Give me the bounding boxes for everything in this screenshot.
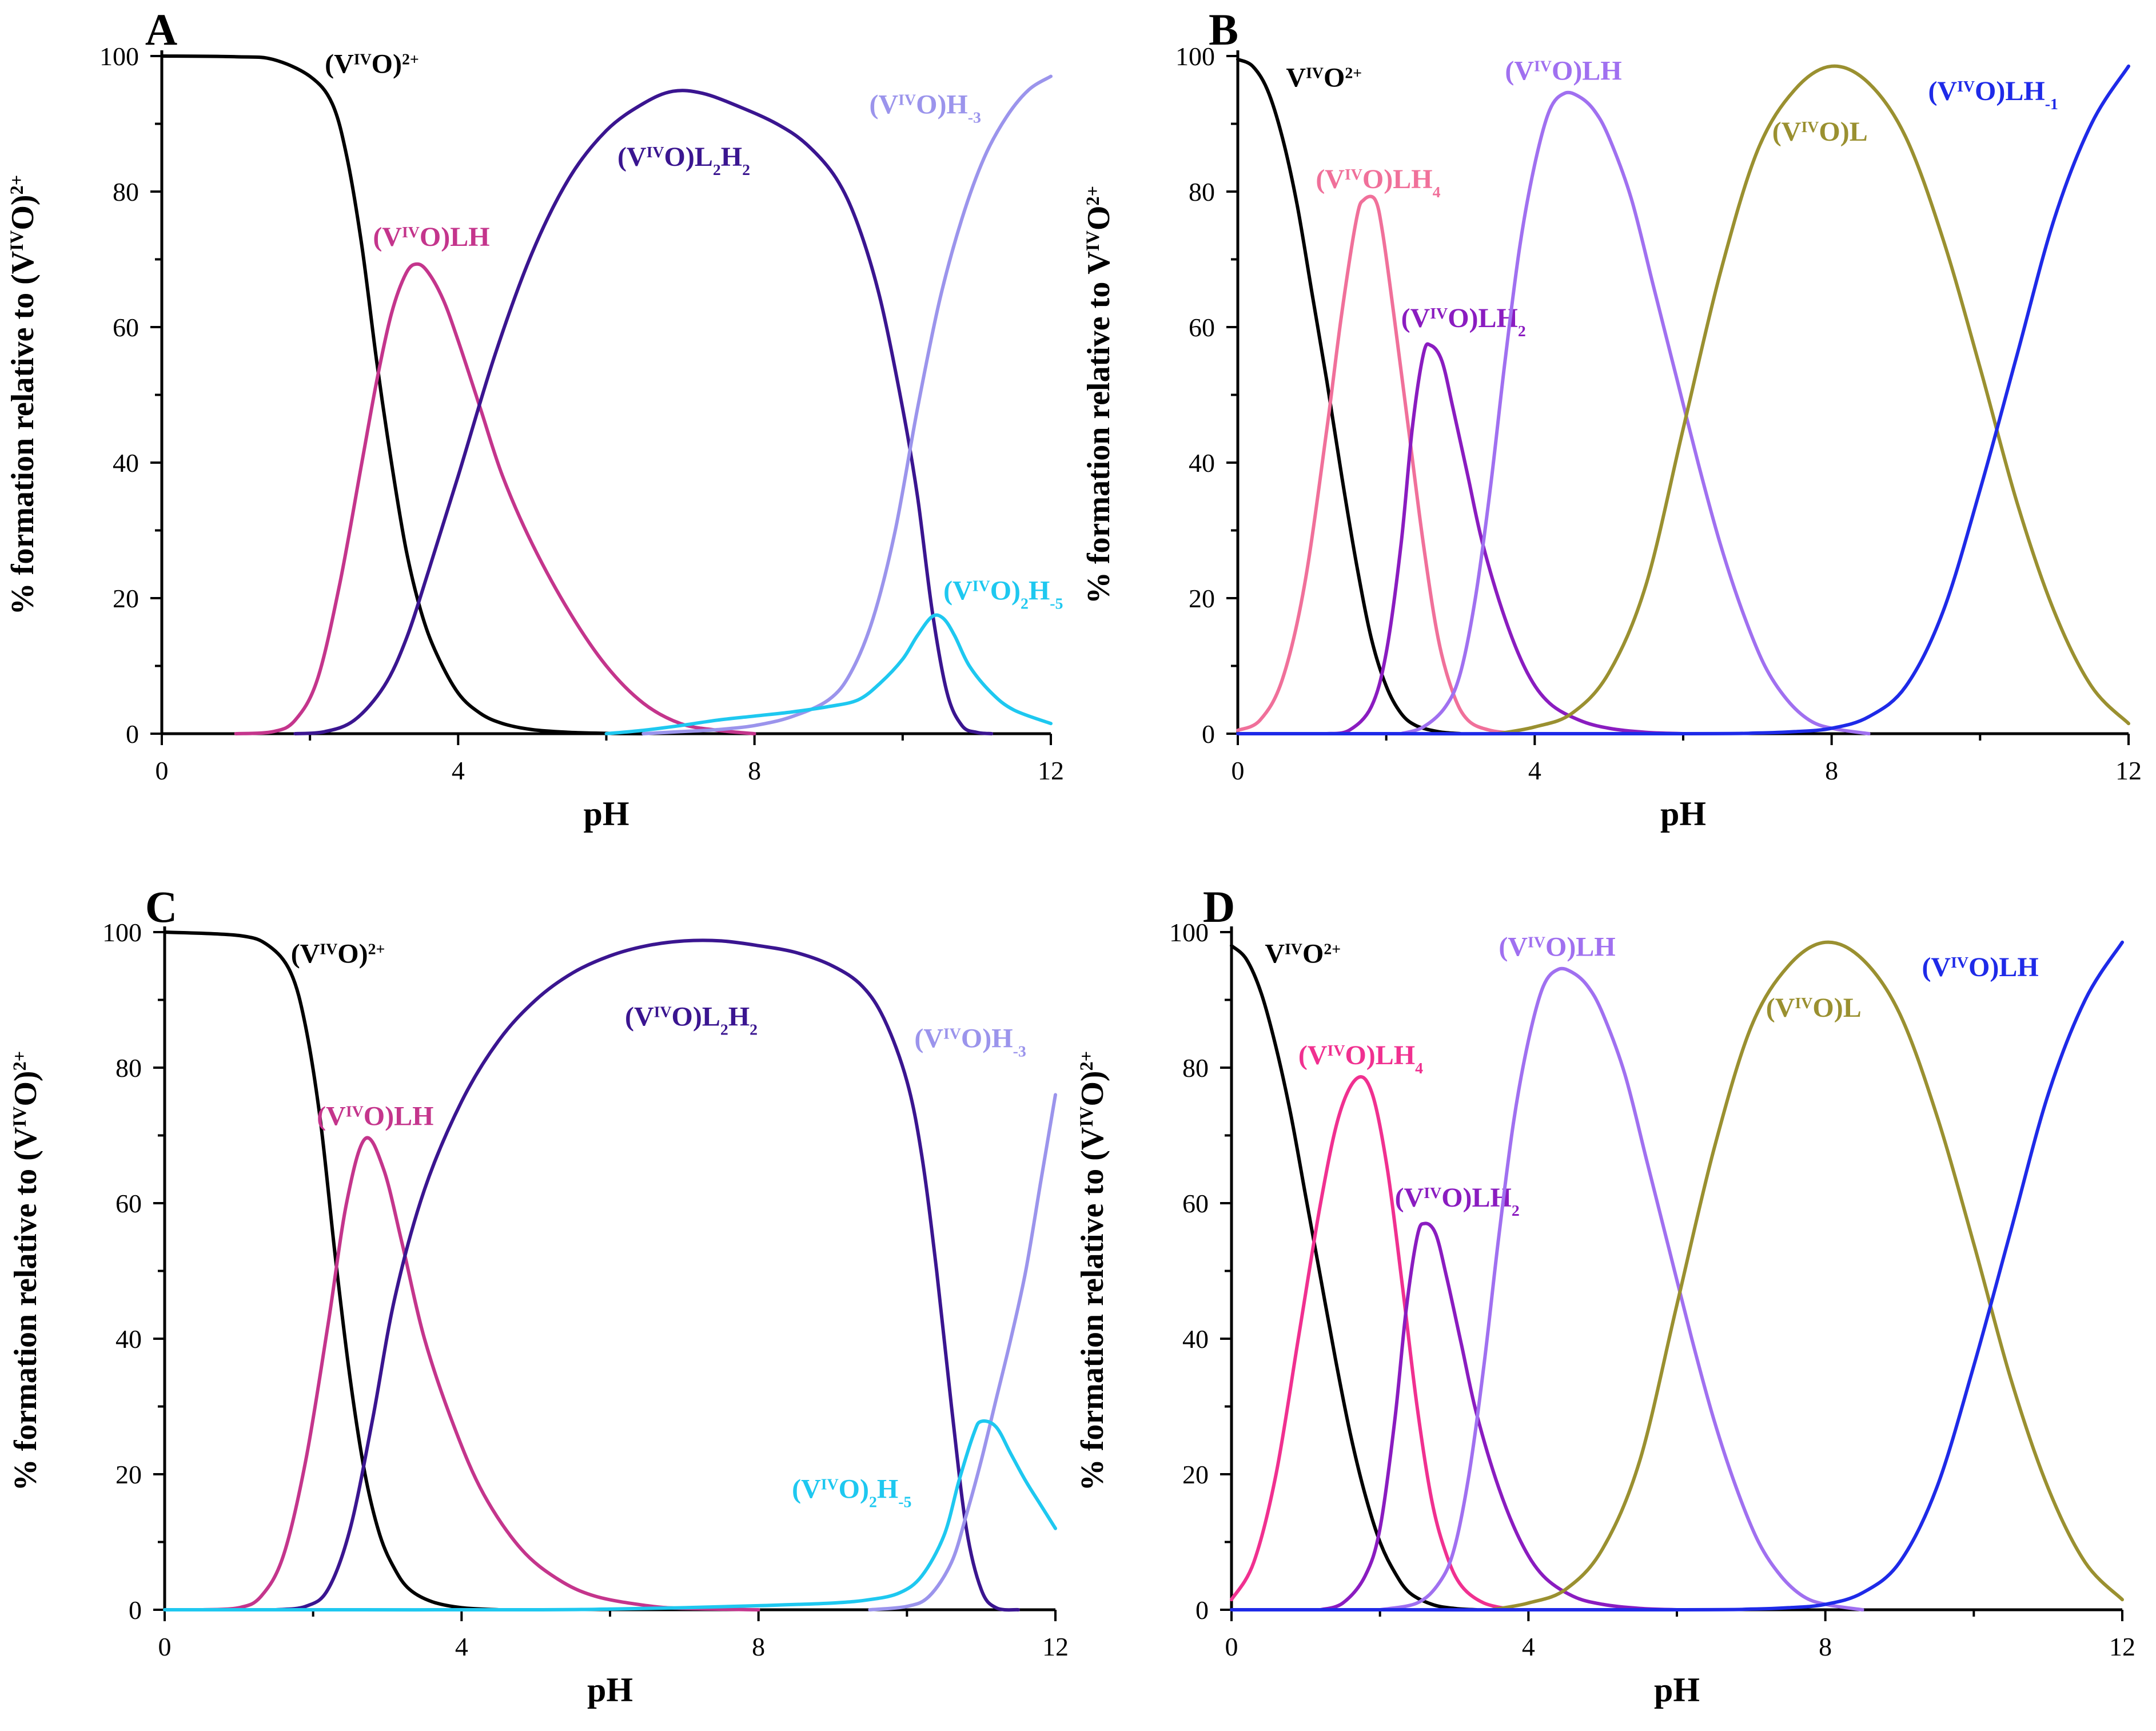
panel-c-y-axis-label: % formation relative to (VIVO)2+ (8, 1051, 43, 1491)
panel-c-y-tick-label: 40 (115, 1324, 142, 1354)
panel-d-y-tick-label: 0 (1195, 1595, 1209, 1625)
panel-a-y-tick-label: 100 (99, 42, 139, 71)
panel-a-series-label-0: (VIVO)2+ (325, 49, 419, 79)
panel-c-x-axis-label: pH (587, 1671, 633, 1709)
panel-a-x-axis-label: pH (583, 795, 629, 833)
panel-b-x-tick-label: 4 (1528, 756, 1541, 785)
panel-b-y-tick-label: 0 (1202, 719, 1215, 749)
panel-c-letter: C (145, 882, 177, 932)
panel-b-x-tick-label: 8 (1825, 756, 1838, 785)
panel-c-series-line-4 (163, 1419, 1057, 1612)
panel-d-x-tick-label: 12 (2109, 1632, 2135, 1661)
panel-c-y-tick-label: 60 (115, 1189, 142, 1218)
panel-b-chart: B 0 20 40 60 80 100 0 4 8 12 pH % formation relative… (1081, 5, 2142, 833)
panel-c-series-line-2 (274, 938, 1021, 1612)
panel-d-series-line-0 (1230, 944, 1478, 1611)
panel-c-chart: C 0 20 40 60 80 100 0 4 8 12 pH % formation relative… (8, 882, 1069, 1709)
panel-c-x-tick-label: 12 (1042, 1632, 1069, 1661)
panel-a-series-line-3 (641, 74, 1053, 735)
panel-d-x-tick-label: 4 (1522, 1632, 1535, 1661)
panel-c-series-label-3: (VIVO)H-3 (914, 1023, 1026, 1060)
panel-b-series-label-0: VIVO2+ (1286, 62, 1362, 93)
panel-c-series-label-0: (VIVO)2+ (291, 938, 385, 969)
panel-d-series-label-1: (VIVO)LH4 (1298, 1040, 1423, 1077)
panel-b-series-label-3: (VIVO)LH (1505, 55, 1621, 86)
panel-b-x-tick-label: 0 (1232, 756, 1245, 785)
panel-c-series-line-1 (200, 1136, 760, 1611)
panel-b-series-label-1: (VIVO)LH4 (1316, 164, 1440, 201)
panel-d-series-line-4 (1489, 940, 2124, 1611)
panel-a-y-tick-label: 0 (126, 719, 139, 749)
panel-a-letter: A (145, 5, 177, 54)
panel-d-series-line-2 (1318, 1221, 1679, 1611)
panel-d-series-label-0: VIVO2+ (1265, 938, 1341, 969)
panel-b-series-line-1 (1236, 194, 1522, 735)
panel-b-series-label-5: (VIVO)LH-1 (1928, 76, 2058, 113)
panel-d-series-line-1 (1230, 1075, 1516, 1611)
panel-d-series-line-5 (1230, 940, 2124, 1612)
panel-a-y-tick-label: 20 (113, 584, 139, 613)
panel-a-series-line-0 (160, 54, 645, 735)
panel-c-y-tick-label: 20 (115, 1460, 142, 1489)
panel-d-y-tick-label: 40 (1182, 1324, 1209, 1354)
panel-c-series-label-1: (VIVO)LH (317, 1101, 433, 1132)
panel-c-y-tick-label: 100 (102, 918, 142, 947)
panel-a-series-label-3: (VIVO)H-3 (870, 90, 981, 127)
panel-b-y-tick-label: 100 (1175, 42, 1215, 71)
panel-d-y-axis-label: % formation relative to (VIVO)2+ (1075, 1051, 1110, 1491)
panel-c-series-line-0 (163, 930, 501, 1611)
panel-a-x-tick-label: 8 (748, 756, 761, 785)
panel-b-series-line-5 (1236, 64, 2130, 736)
panel-c-y-tick-label: 0 (129, 1595, 142, 1625)
panel-b-series-line-4 (1496, 64, 2130, 735)
panel-d-chart: D 0 20 40 60 80 100 0 4 8 12 pH % formation relative… (1075, 882, 2135, 1709)
panel-c-series-line-3 (868, 1093, 1057, 1611)
panel-a-series-line-4 (604, 613, 1053, 735)
panel-d-series-label-3: (VIVO)LH (1499, 932, 1615, 962)
panel-a-series-label-4: (VIVO)2H-5 (943, 575, 1063, 612)
panel-c-y-tick-label: 80 (115, 1053, 142, 1083)
panel-b-y-axis-label: % formation relative to VIVO2+ (1081, 186, 1117, 604)
panel-a-series-label-1: (VIVO)LH (373, 222, 489, 252)
panel-a-chart: A 0 20 40 60 80 100 0 4 8 12 pH % formation relative… (5, 5, 1064, 833)
panel-a-y-tick-label: 40 (113, 448, 139, 477)
panel-d-series-label-5: (VIVO)LH (1922, 952, 2038, 982)
panel-c-x-tick-label: 0 (158, 1632, 172, 1661)
panel-a-y-axis-label: % formation relative to (VIVO)2+ (5, 175, 41, 615)
panel-b-series-line-2 (1325, 342, 1685, 735)
panel-a-series-label-2: (VIVO)L2H2 (617, 142, 750, 179)
panel-a-series-line-1 (234, 262, 756, 735)
panel-d-x-tick-label: 0 (1225, 1632, 1238, 1661)
panel-d-y-tick-label: 60 (1182, 1189, 1209, 1218)
panel-b-y-tick-label: 40 (1189, 448, 1215, 477)
panel-c-x-tick-label: 8 (752, 1632, 765, 1661)
panel-a-y-tick-label: 60 (113, 313, 139, 342)
panel-b-x-axis-label: pH (1660, 795, 1706, 833)
panel-a-x-tick-label: 12 (1038, 756, 1064, 785)
panel-d-series-label-4: (VIVO)L (1766, 993, 1862, 1023)
panel-b-series-label-4: (VIVO)L (1772, 117, 1868, 147)
panel-b-y-tick-label: 20 (1189, 584, 1215, 613)
panel-c-series-label-4: (VIVO)2H-5 (792, 1474, 911, 1511)
panel-d-x-axis-label: pH (1654, 1671, 1700, 1709)
panel-b-y-tick-label: 60 (1189, 313, 1215, 342)
panel-d-y-tick-label: 80 (1182, 1053, 1209, 1083)
panel-c-series-label-2: (VIVO)L2H2 (625, 1002, 758, 1039)
panel-a-x-tick-label: 0 (156, 756, 169, 785)
panel-a-x-tick-label: 4 (452, 756, 465, 785)
panel-d-y-tick-label: 100 (1169, 918, 1209, 947)
panel-b-y-tick-label: 80 (1189, 177, 1215, 206)
panel-b-series-line-0 (1236, 57, 1462, 735)
panel-c-x-tick-label: 4 (455, 1632, 468, 1661)
panel-b-letter: B (1209, 5, 1238, 54)
panel-b-x-tick-label: 12 (2115, 756, 2142, 785)
panel-a-y-tick-label: 80 (113, 177, 139, 206)
panel-d-series-line-3 (1378, 966, 1864, 1611)
panel-a-series-line-2 (293, 89, 994, 735)
panel-d-letter: D (1203, 882, 1235, 932)
panel-d-y-tick-label: 20 (1182, 1460, 1209, 1489)
panel-b-series-line-3 (1399, 90, 1871, 735)
panel-d-x-tick-label: 8 (1819, 1632, 1832, 1661)
